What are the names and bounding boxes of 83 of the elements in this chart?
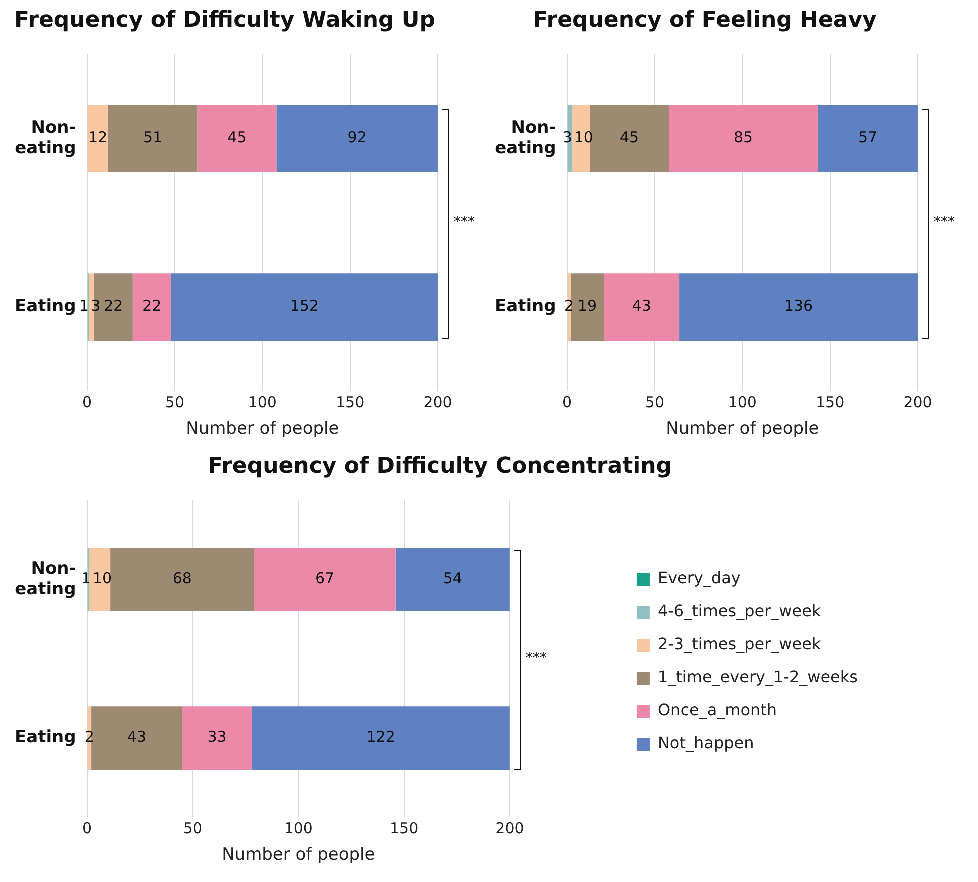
bar	[604, 274, 680, 342]
x-tick-label: 150	[816, 393, 845, 412]
bar	[182, 706, 252, 770]
bar	[132, 274, 172, 342]
bar	[94, 274, 133, 342]
x-tick-label: 0	[562, 393, 572, 412]
bar	[570, 274, 604, 342]
data-label: 152	[290, 297, 320, 316]
bar	[568, 274, 571, 342]
bar	[572, 104, 590, 172]
chart-title: Frequency of Difficulty Waking Up	[14, 8, 436, 33]
bar	[680, 274, 918, 342]
x-axis-title: Number of people	[186, 419, 340, 440]
x-tick-label: 150	[390, 819, 419, 838]
chart-title: Frequency of Difficulty Concentrating	[208, 454, 672, 479]
bar	[92, 706, 182, 770]
legend-label: 2-3_times_per_week	[658, 634, 822, 654]
y-tick-label: Non-eating	[15, 558, 76, 600]
y-tick-label: Eating	[14, 296, 76, 317]
x-tick-label: 100	[284, 819, 313, 838]
data-label: 45	[620, 128, 640, 147]
x-axis-title: Number of people	[666, 419, 820, 440]
x-tick-label: 200	[496, 819, 524, 838]
bar	[252, 706, 510, 770]
data-label: 67	[316, 570, 335, 588]
x-tick-label: 50	[165, 393, 185, 412]
bar	[669, 104, 818, 172]
data-label: 85	[734, 128, 754, 147]
data-label: 1	[81, 570, 91, 588]
legend-label: Once_a_month	[658, 700, 778, 720]
data-label: 54	[443, 570, 462, 588]
data-label: 3	[562, 128, 572, 147]
data-label: 1	[80, 297, 90, 316]
text: ***	[454, 214, 475, 231]
chart-title: Frequency of Feeling Heavy	[533, 8, 877, 33]
data-label: 10	[574, 128, 594, 147]
data-label: 57	[858, 128, 878, 147]
data-label: 45	[228, 128, 247, 147]
x-tick-label: 200	[904, 393, 932, 412]
bar	[88, 104, 108, 172]
text: ***	[934, 214, 955, 231]
bar	[89, 548, 111, 612]
legend-label: Not_happen	[658, 734, 754, 753]
data-label: 12	[88, 128, 108, 147]
text: ***	[526, 650, 547, 667]
data-label: 2	[84, 728, 94, 746]
bar	[276, 104, 438, 172]
data-label: 43	[632, 297, 652, 316]
y-tick-label: Eating	[14, 728, 76, 748]
y-tick-label: Non-eating	[495, 118, 556, 158]
x-tick-label: 200	[424, 393, 452, 412]
data-label: 22	[142, 297, 162, 316]
x-tick-label: 150	[336, 393, 365, 412]
bar	[254, 548, 396, 612]
data-label: 136	[784, 297, 814, 316]
y-tick-label: Eating	[494, 296, 556, 317]
legend-label: 4-6_times_per_week	[658, 602, 822, 621]
data-label: 19	[578, 297, 598, 316]
bar	[171, 274, 438, 342]
bar	[110, 548, 254, 612]
x-tick-label: 50	[645, 393, 665, 412]
data-label: 10	[92, 570, 112, 588]
data-label: 33	[208, 728, 227, 746]
legend-label: Every_day	[658, 568, 741, 588]
legend-label: 1_time_every_1-2_weeks	[658, 668, 858, 687]
bar	[108, 104, 198, 172]
data-label: 122	[366, 728, 396, 746]
x-tick-label: 100	[248, 393, 277, 412]
data-label: 68	[172, 570, 192, 588]
data-label: 2	[564, 297, 574, 316]
bar	[818, 104, 918, 172]
x-tick-label: 50	[183, 819, 203, 838]
bar	[396, 548, 510, 612]
data-label: 43	[127, 728, 147, 746]
y-tick-label: Non-eating	[15, 118, 76, 158]
data-label: 51	[144, 128, 163, 147]
data-label: 22	[104, 297, 124, 316]
x-tick-label: 100	[728, 393, 757, 412]
data-label: 92	[348, 128, 367, 147]
x-tick-label: 0	[82, 819, 92, 838]
bar	[198, 104, 277, 172]
x-tick-label: 0	[82, 393, 92, 412]
x-axis-title: Number of people	[222, 845, 376, 866]
